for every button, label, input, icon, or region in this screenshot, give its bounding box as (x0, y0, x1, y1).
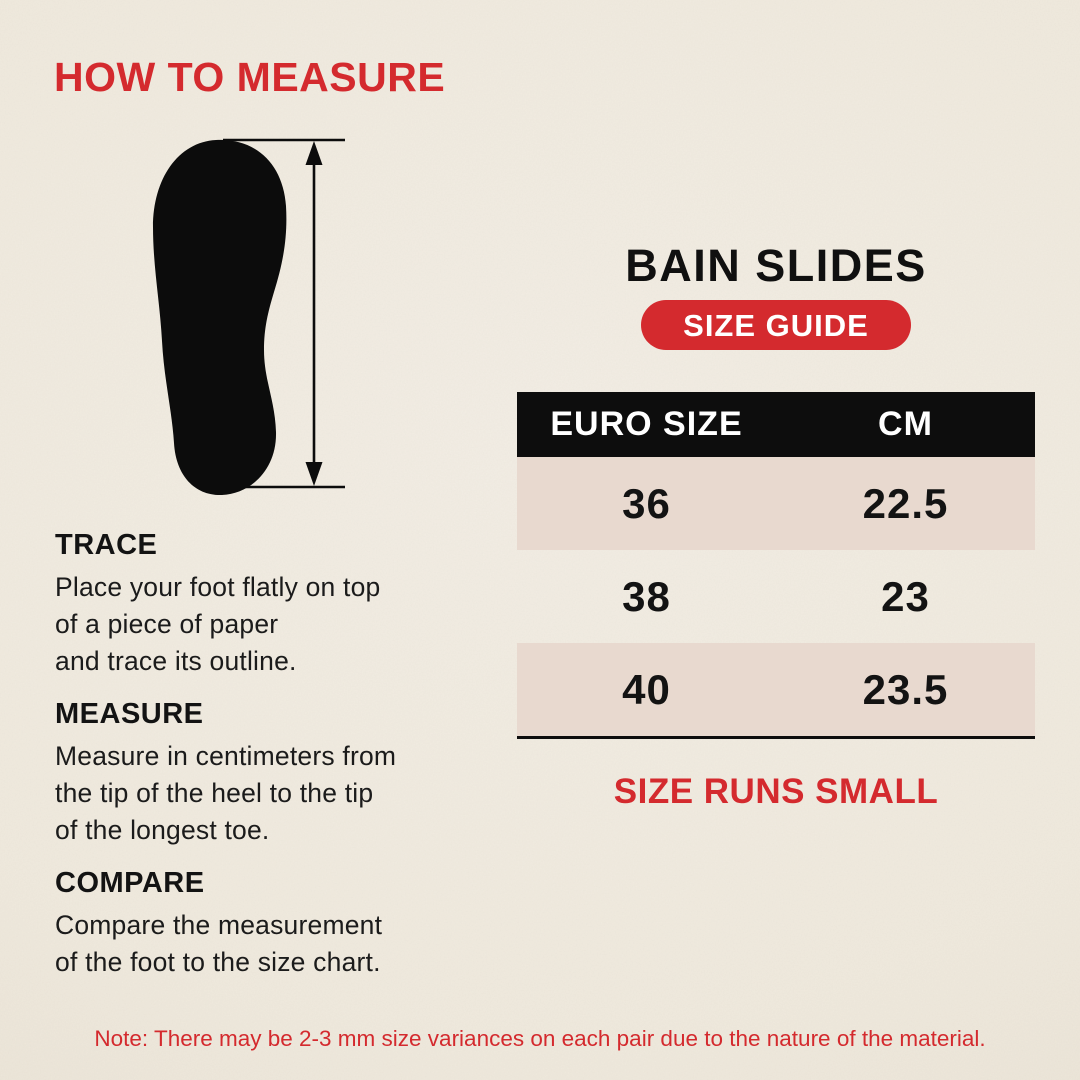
step-measure: MEASURE Measure in centimeters from the … (55, 698, 515, 849)
size-table: EURO SIZE CM 36 22.5 38 23 40 23.5 (517, 392, 1035, 739)
euro-size-value: 36 (622, 479, 671, 527)
size-row-38: 38 23 (517, 550, 1035, 643)
cm-value: 22.5 (862, 479, 949, 527)
cm-value: 23 (881, 572, 930, 620)
measure-arrow-icon (223, 138, 345, 489)
step-trace: TRACE Place your foot flatly on top of a… (55, 529, 515, 680)
footprint-icon (153, 139, 287, 496)
step-heading: MEASURE (55, 698, 204, 730)
column-header-euro-size: EURO SIZE (550, 405, 743, 443)
product-panel: BAIN SLIDES SIZE GUIDE EURO SIZE CM 36 2… (517, 243, 1035, 812)
euro-size-value: 38 (622, 572, 671, 620)
foot-measure-figure (138, 126, 363, 501)
fit-note: SIZE RUNS SMALL (613, 772, 939, 811)
step-heading: TRACE (55, 529, 158, 561)
product-name: BAIN SLIDES (625, 240, 927, 291)
size-guide-badge: SIZE GUIDE (641, 300, 911, 350)
column-header-cm: CM (878, 405, 933, 443)
size-row-36: 36 22.5 (517, 457, 1035, 550)
step-body: Measure in centimeters from the tip of t… (55, 741, 397, 845)
step-compare: COMPARE Compare the measurement of the f… (55, 867, 515, 981)
size-row-40: 40 23.5 (517, 643, 1035, 736)
material-note: Note: There may be 2-3 mm size variances… (94, 1026, 986, 1051)
cm-value: 23.5 (862, 665, 949, 713)
step-heading: COMPARE (55, 867, 205, 899)
instructions: TRACE Place your foot flatly on top of a… (55, 529, 515, 999)
step-body: Place your foot flatly on top of a piece… (55, 572, 381, 676)
page-title: HOW TO MEASURE (54, 54, 446, 100)
step-body: Compare the measurement of the foot to t… (55, 910, 383, 977)
size-table-header: EURO SIZE CM (517, 392, 1035, 457)
euro-size-value: 40 (622, 665, 671, 713)
